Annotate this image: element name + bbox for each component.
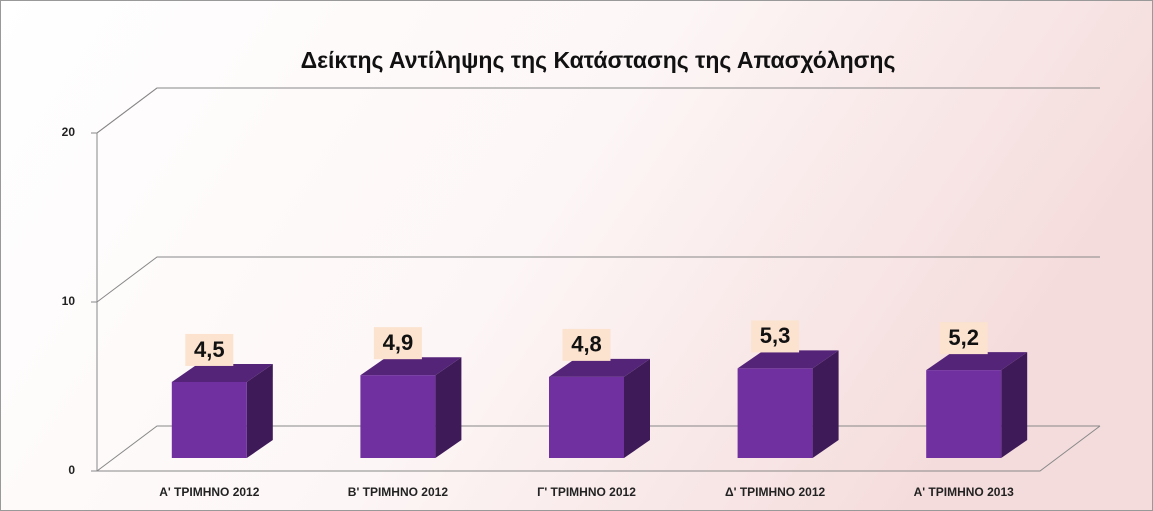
bar-top [926, 352, 1028, 371]
bar-side [435, 357, 462, 458]
value-label-box [185, 333, 234, 366]
bar-side [1001, 352, 1028, 458]
bar [171, 381, 247, 458]
value-label-box [373, 327, 422, 360]
chart-title: Δείκτης Αντίληψης της Κατάστασης της Απα… [301, 47, 896, 73]
x-tick-label: Α' ΤΡΙΜΗΝΟ 2012 [159, 485, 260, 499]
value-label-box [939, 322, 988, 355]
grid-line [96, 87, 1100, 134]
value-label-box [562, 328, 611, 361]
x-tick-label: Δ' ΤΡΙΜΗΝΟ 2012 [725, 485, 825, 499]
bar-top [171, 363, 273, 382]
y-tick-label: 20 [62, 125, 76, 139]
x-tick-label: Α' ΤΡΙΜΗΝΟ 2013 [914, 485, 1015, 499]
grid-line [96, 256, 1100, 303]
bar [737, 368, 813, 458]
y-tick-label: 10 [62, 294, 76, 308]
bar-top [360, 357, 462, 376]
value-label: 4,5 [194, 337, 225, 362]
bar-side [812, 350, 839, 458]
value-label: 5,3 [760, 323, 791, 348]
bar-top [549, 358, 650, 377]
bar-top [737, 350, 839, 369]
value-label: 4,8 [571, 332, 602, 357]
x-tick-label: Β' ΤΡΙΜΗΝΟ 2012 [348, 485, 449, 499]
bar [926, 370, 1002, 458]
x-tick-label: Γ' ΤΡΙΜΗΝΟ 2012 [537, 485, 636, 499]
bar [549, 376, 624, 458]
y-tick-label: 0 [68, 463, 75, 477]
bar-side [624, 358, 650, 458]
value-label: 4,9 [383, 330, 414, 355]
bar [360, 375, 436, 458]
floor [97, 425, 1101, 472]
value-label-box [751, 320, 800, 353]
value-label: 5,2 [948, 325, 979, 350]
bar-side [246, 363, 273, 458]
